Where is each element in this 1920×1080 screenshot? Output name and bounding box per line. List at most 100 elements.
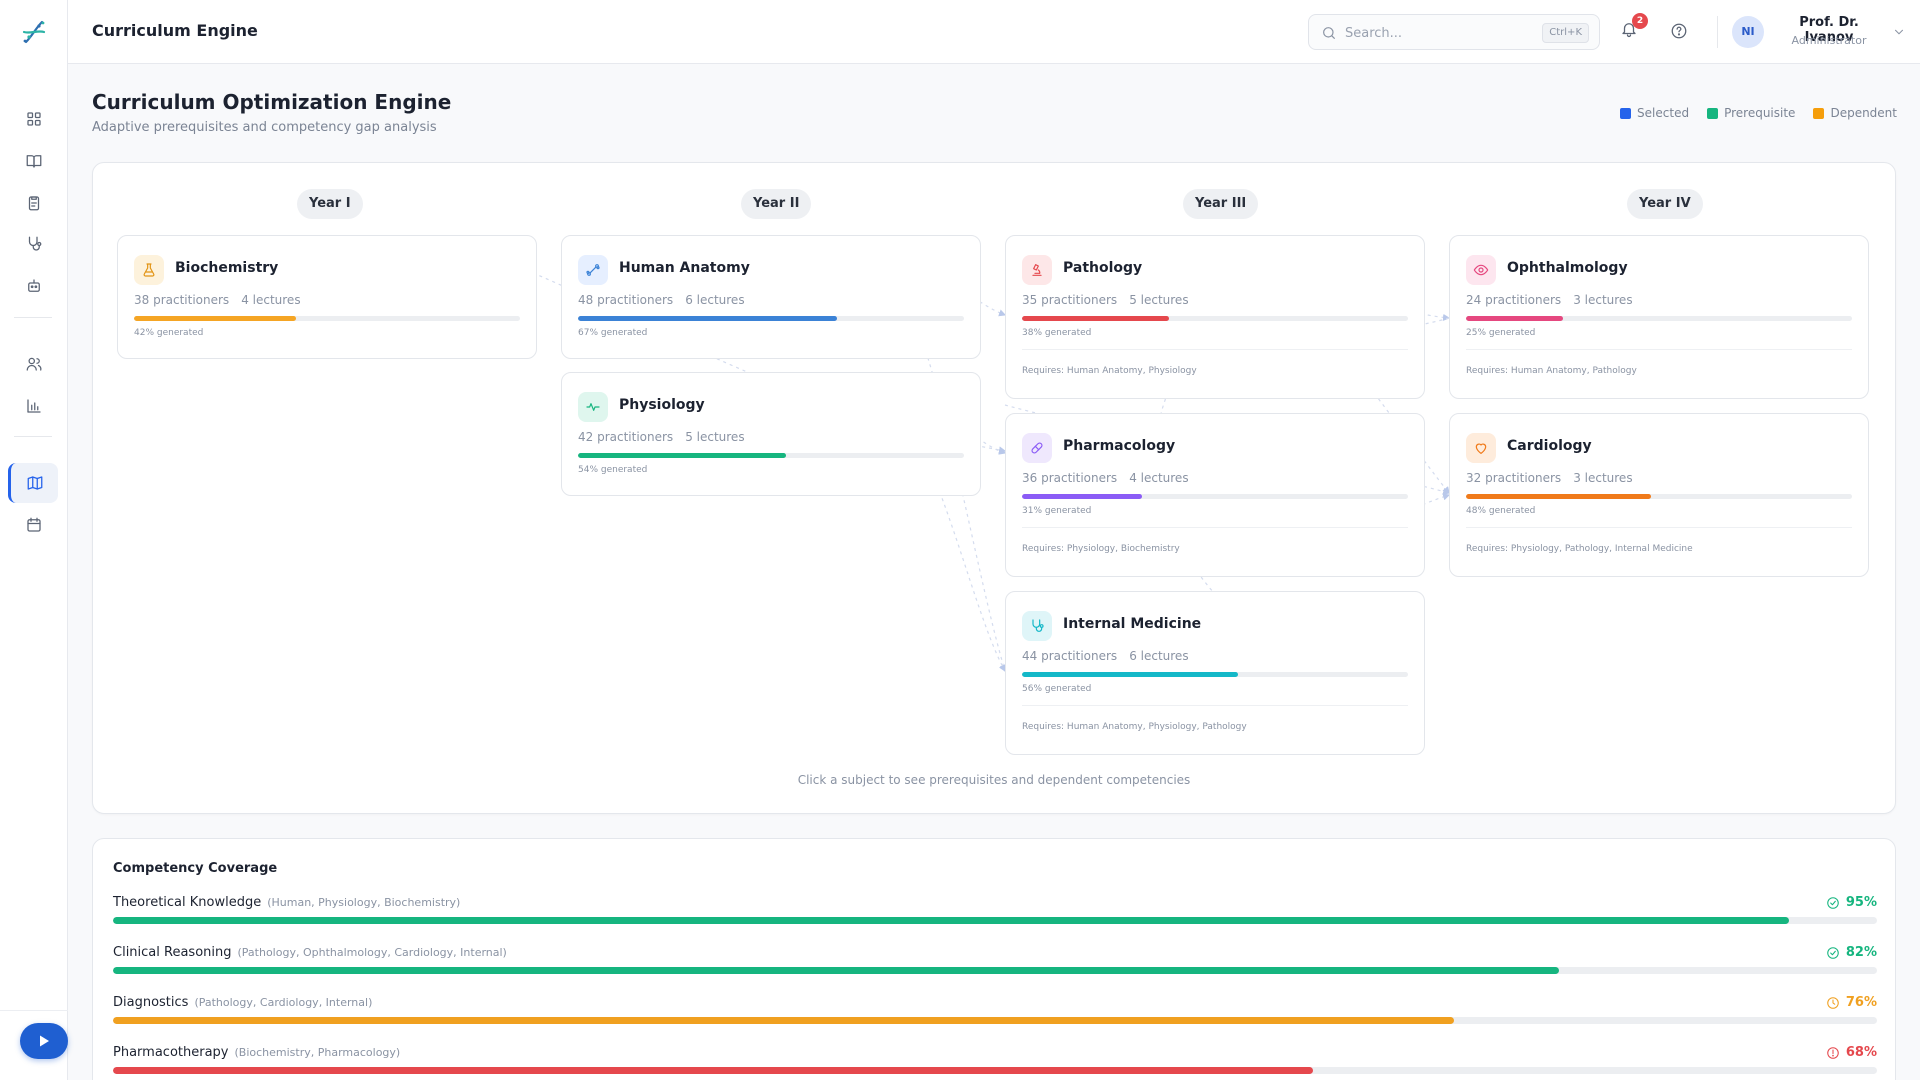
legend-item-dependent: Dependent: [1813, 106, 1897, 120]
alert-circle-icon: [1827, 1046, 1839, 1059]
subject-name: Pharmacology: [1063, 438, 1176, 454]
subject-card-pharmacology[interactable]: Pharmacology 36 practitioners 4 lectures …: [1005, 413, 1425, 577]
sidebar-divider: [0, 1010, 68, 1011]
calendar-icon[interactable]: [16, 507, 52, 543]
coverage-subjects: (Human, Physiology, Biochemistry): [267, 896, 461, 909]
coverage-fill: [113, 1067, 1313, 1074]
coverage-bar: [113, 1067, 1877, 1074]
generated-label: 56% generated: [1022, 684, 1092, 694]
practitioners-count: 38 practitioners: [134, 293, 230, 307]
generated-label: 38% generated: [1022, 328, 1092, 338]
legend-label: Selected: [1637, 106, 1690, 120]
subject-card-physiology[interactable]: Physiology 42 practitioners 5 lectures 54…: [561, 372, 981, 496]
user-name[interactable]: Prof. Dr. Ivanov: [1799, 15, 1859, 45]
check-circle-icon: [1827, 896, 1839, 909]
subject-name: Ophthalmology: [1507, 260, 1628, 276]
coverage-name: Theoretical Knowledge: [113, 895, 262, 910]
subject-name: Pathology: [1063, 260, 1143, 276]
notifications-button[interactable]: 2: [1620, 13, 1648, 44]
progress-bar: [578, 316, 964, 321]
subject-card-pathology[interactable]: Pathology 35 practitioners 5 lectures 38%…: [1005, 235, 1425, 399]
legend-label: Prerequisite: [1724, 106, 1796, 120]
progress-fill: [1466, 494, 1652, 499]
requires-label: Requires: Human Anatomy, Pathology: [1466, 366, 1637, 376]
coverage-percent: 76%: [1826, 995, 1877, 1010]
lectures-count: 5 lectures: [1129, 293, 1189, 307]
legend: Selected Prerequisite Dependent: [1620, 106, 1897, 120]
card-divider: [1466, 527, 1852, 528]
subject-card-ophthalmology[interactable]: Ophthalmology 24 practitioners 3 lectures…: [1449, 235, 1869, 399]
clipboard-icon[interactable]: [16, 185, 52, 221]
practitioners-count: 42 practitioners: [578, 430, 674, 444]
legend-swatch: [1707, 107, 1719, 119]
lectures-count: 4 lectures: [241, 293, 301, 307]
practitioners-count: 48 practitioners: [578, 293, 674, 307]
topbar-divider: [1717, 16, 1718, 48]
subject-name: Cardiology: [1507, 438, 1592, 454]
robot-icon[interactable]: [16, 268, 52, 304]
practitioners-count: 32 practitioners: [1466, 471, 1562, 485]
eye-icon: [1466, 255, 1496, 285]
subject-stats: 32 practitioners 3 lectures: [1466, 471, 1633, 485]
map-icon[interactable]: [8, 463, 58, 503]
requires-label: Requires: Human Anatomy, Physiology, Pat…: [1022, 722, 1247, 732]
user-menu-chevron-icon[interactable]: [1892, 24, 1908, 40]
generated-label: 54% generated: [578, 465, 648, 475]
progress-bar: [1022, 494, 1408, 499]
coverage-label: Theoretical Knowledge (Human, Physiology,…: [113, 895, 460, 910]
subject-stats: 36 practitioners 4 lectures: [1022, 471, 1189, 485]
bar-chart-icon[interactable]: [16, 388, 52, 424]
subject-name: Internal Medicine: [1063, 616, 1202, 632]
subject-card-cardiology[interactable]: Cardiology 32 practitioners 3 lectures 48…: [1449, 413, 1869, 577]
competency-coverage-panel: Competency Coverage Theoretical Knowledg…: [92, 838, 1896, 1080]
subject-stats: 44 practitioners 6 lectures: [1022, 649, 1189, 663]
subject-card-internal-medicine[interactable]: Internal Medicine 44 practitioners 6 lect…: [1005, 591, 1425, 755]
practitioners-count: 35 practitioners: [1022, 293, 1118, 307]
card-divider: [1022, 527, 1408, 528]
nav-divider: [14, 436, 52, 437]
generated-label: 25% generated: [1466, 328, 1536, 338]
search-input[interactable]: [1345, 23, 1535, 43]
coverage-row: Theoretical Knowledge (Human, Physiology,…: [113, 895, 1877, 939]
help-icon: [1671, 23, 1687, 39]
legend-swatch: [1813, 107, 1825, 119]
coverage-percent: 95%: [1826, 895, 1877, 910]
coverage-row: Clinical Reasoning (Pathology, Ophthalmol…: [113, 945, 1877, 989]
coverage-fill: [113, 1017, 1454, 1024]
play-button[interactable]: [20, 1023, 68, 1059]
generated-label: 67% generated: [578, 328, 648, 338]
stethoscope-icon[interactable]: [16, 226, 52, 262]
practitioners-count: 24 practitioners: [1466, 293, 1562, 307]
year-heading: Year II: [741, 189, 812, 219]
dna-logo-icon[interactable]: [16, 14, 52, 50]
progress-bar: [1022, 316, 1408, 321]
search-icon: [1323, 27, 1335, 39]
help-button[interactable]: [1670, 22, 1694, 46]
check-circle-icon: [1827, 946, 1839, 959]
progress-bar: [578, 453, 964, 458]
subject-card-human-anatomy[interactable]: Human Anatomy 48 practitioners 6 lectures…: [561, 235, 981, 359]
progress-fill: [1022, 672, 1239, 677]
lectures-count: 3 lectures: [1573, 471, 1633, 485]
coverage-fill: [113, 917, 1789, 924]
subject-name: Physiology: [619, 397, 705, 413]
year-heading: Year I: [297, 189, 363, 219]
subject-stats: 42 practitioners 5 lectures: [578, 430, 745, 444]
lectures-count: 6 lectures: [685, 293, 745, 307]
avatar[interactable]: NI: [1732, 16, 1764, 48]
coverage-bar: [113, 967, 1877, 974]
hint-text: Click a subject to see prerequisites and…: [797, 773, 1191, 787]
book-icon[interactable]: [16, 143, 52, 179]
coverage-name: Clinical Reasoning: [113, 945, 232, 960]
users-icon[interactable]: [16, 346, 52, 382]
coverage-percent-value: 76%: [1845, 995, 1877, 1010]
lectures-count: 4 lectures: [1129, 471, 1189, 485]
sidebar: [0, 0, 68, 1080]
coverage-row: Diagnostics (Pathology, Cardiology, Inter…: [113, 995, 1877, 1039]
dashboard-icon[interactable]: [16, 101, 52, 137]
subject-card-biochemistry[interactable]: Biochemistry 38 practitioners 4 lectures …: [117, 235, 537, 359]
coverage-label: Pharmacotherapy (Biochemistry, Pharmacolo…: [113, 1045, 400, 1060]
progress-bar: [1022, 672, 1408, 677]
progress-bar: [1466, 494, 1852, 499]
search-box[interactable]: Ctrl+K: [1308, 14, 1600, 50]
